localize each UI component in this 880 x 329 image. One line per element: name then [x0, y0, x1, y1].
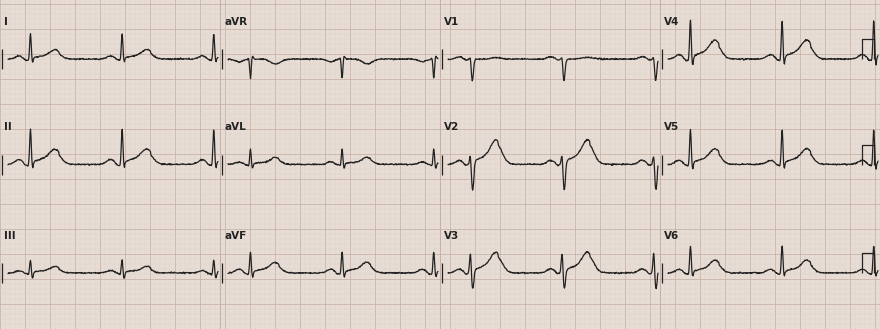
Text: II: II: [4, 122, 11, 133]
Text: V6: V6: [664, 231, 679, 241]
Text: I: I: [4, 17, 8, 27]
Text: III: III: [4, 231, 16, 241]
Text: aVL: aVL: [224, 122, 246, 133]
Text: V5: V5: [664, 122, 679, 133]
Text: aVR: aVR: [224, 17, 247, 27]
Text: V2: V2: [444, 122, 459, 133]
Text: V3: V3: [444, 231, 459, 241]
Text: V1: V1: [444, 17, 459, 27]
Text: aVF: aVF: [224, 231, 246, 241]
Text: V4: V4: [664, 17, 679, 27]
